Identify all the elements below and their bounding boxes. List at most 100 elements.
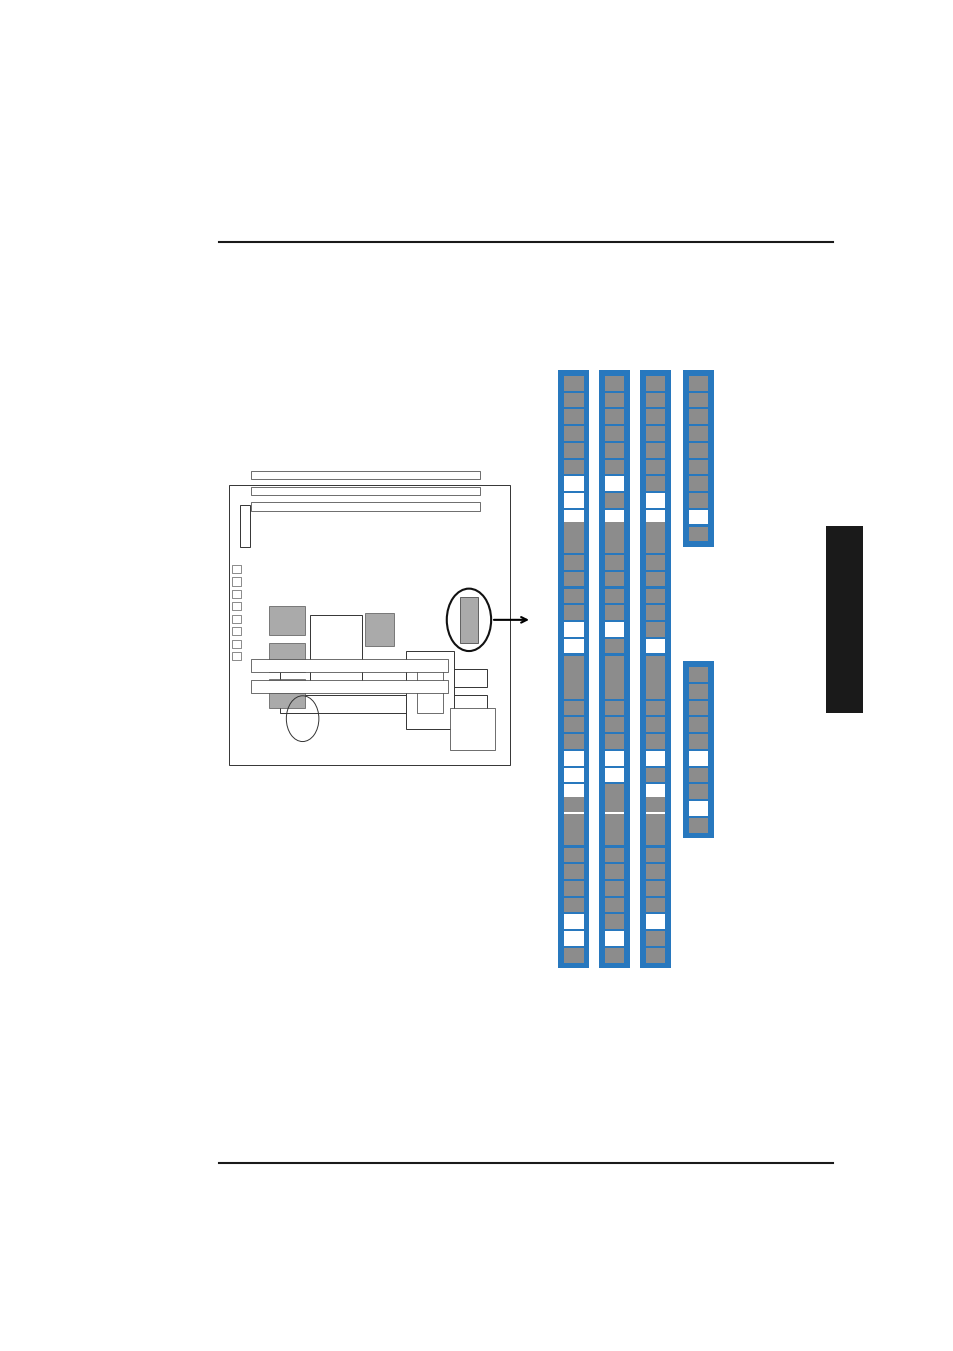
Bar [645, 555, 664, 570]
Bar [251, 471, 479, 480]
Bar [604, 898, 623, 912]
Bar [645, 734, 664, 748]
Bar [564, 477, 583, 490]
Bar [645, 409, 664, 424]
Bar [645, 847, 664, 862]
Bar [564, 817, 583, 832]
Bar [645, 538, 664, 553]
Bar [564, 717, 583, 732]
Bar [688, 684, 707, 698]
Bar [558, 370, 589, 547]
Bar [604, 477, 623, 490]
Bar [604, 785, 623, 798]
Bar [645, 509, 664, 524]
Bar [645, 655, 664, 670]
Bar [406, 651, 454, 730]
Bar [564, 931, 583, 946]
Bar [604, 815, 623, 828]
Bar [645, 493, 664, 508]
Bar [604, 426, 623, 440]
Bar [310, 615, 361, 688]
Bar [459, 597, 477, 643]
Bar [645, 589, 664, 603]
Bar [233, 589, 241, 598]
Bar [598, 516, 630, 693]
Bar [251, 659, 447, 671]
Bar [416, 666, 442, 713]
Bar [233, 627, 241, 635]
Bar [688, 767, 707, 782]
Bar [564, 538, 583, 553]
Bar [564, 673, 583, 686]
Bar [645, 831, 664, 846]
Bar [564, 915, 583, 929]
Bar [645, 717, 664, 732]
Bar [604, 767, 623, 782]
Bar [251, 680, 447, 693]
Bar [645, 915, 664, 929]
Bar [645, 817, 664, 832]
Bar [604, 605, 623, 620]
Bar [564, 459, 583, 474]
Bar [688, 717, 707, 732]
Bar [645, 477, 664, 490]
Bar [645, 605, 664, 620]
Bar [558, 662, 589, 839]
Bar [645, 639, 664, 654]
Bar [233, 565, 241, 573]
Bar [604, 376, 623, 390]
Bar [688, 409, 707, 424]
Bar [604, 797, 623, 812]
Bar [604, 555, 623, 570]
Bar [598, 662, 630, 839]
Bar [604, 673, 623, 686]
Bar [558, 792, 589, 969]
Bar [604, 527, 623, 542]
Bar [564, 785, 583, 798]
Bar [688, 493, 707, 508]
Bar [645, 521, 664, 536]
Bar [564, 734, 583, 748]
Bar [564, 605, 583, 620]
Bar [604, 865, 623, 878]
Bar [645, 443, 664, 458]
Bar [645, 426, 664, 440]
Bar [645, 785, 664, 798]
Bar [825, 526, 862, 713]
Bar [604, 521, 623, 536]
Bar [645, 801, 664, 816]
Bar [604, 459, 623, 474]
Bar [604, 393, 623, 407]
Bar [645, 621, 664, 636]
Bar [604, 538, 623, 553]
Bar [645, 701, 664, 715]
Bar [604, 801, 623, 816]
Bar [564, 767, 583, 782]
Bar [604, 571, 623, 586]
Bar [645, 881, 664, 896]
Bar [604, 915, 623, 929]
Bar [598, 370, 630, 547]
Bar [682, 662, 713, 839]
Bar [645, 527, 664, 542]
Bar [233, 577, 241, 585]
Bar [280, 694, 487, 713]
Bar [604, 443, 623, 458]
Bar [688, 527, 707, 542]
Bar [564, 426, 583, 440]
Bar [239, 505, 250, 547]
Bar [564, 898, 583, 912]
Bar [604, 667, 623, 682]
Bar [688, 785, 707, 798]
Bar [564, 948, 583, 962]
Bar [564, 801, 583, 816]
Bar [365, 612, 394, 646]
Bar [564, 443, 583, 458]
Bar [564, 701, 583, 715]
Bar [564, 847, 583, 862]
Bar [269, 607, 305, 635]
Bar [604, 655, 623, 670]
Bar [645, 931, 664, 946]
Bar [251, 503, 479, 511]
Bar [564, 621, 583, 636]
